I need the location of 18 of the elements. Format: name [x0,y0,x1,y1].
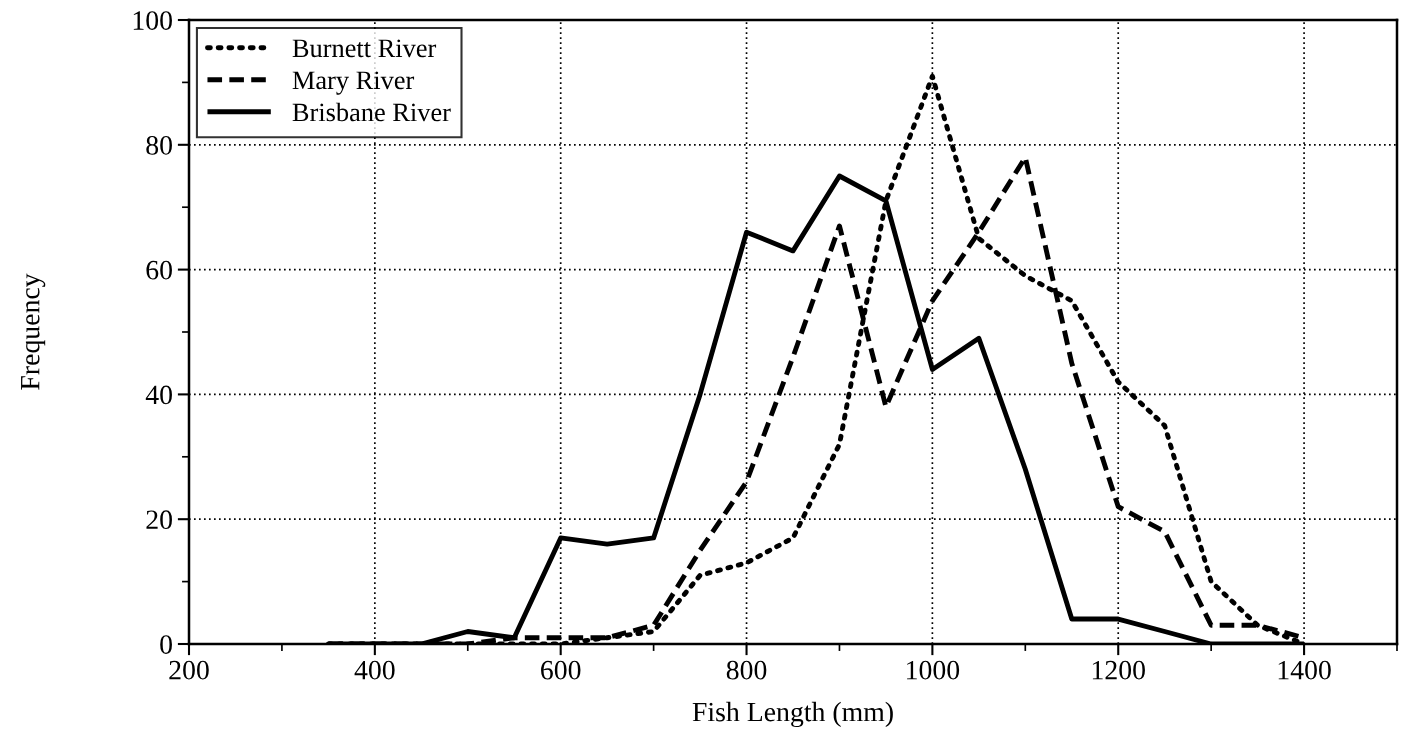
y-tick-label: 40 [145,385,172,405]
y-tick-label: 60 [146,260,172,280]
legend-label: Brisbane River [292,102,451,122]
x-tick-label: 1000 [907,660,960,680]
y-tick-label: 100 [133,11,172,30]
x-tick-label: 1200 [1092,660,1145,680]
x-tick-label: 800 [726,660,767,680]
legend-label: Mary River [292,71,415,95]
y-tick-label: 80 [146,135,172,155]
x-axis-title: Fish Length (mm) [692,701,893,728]
x-tick-label: 200 [169,660,209,680]
x-tick-label: 600 [541,660,581,680]
legend-label: Burnett River [292,39,437,58]
y-tick-label: 0 [160,635,172,654]
y-tick-label: 20 [146,510,172,530]
x-tick-label: 1400 [1278,660,1331,680]
y-axis-title: Frequency [21,273,46,390]
x-tick-label: 400 [354,660,395,680]
